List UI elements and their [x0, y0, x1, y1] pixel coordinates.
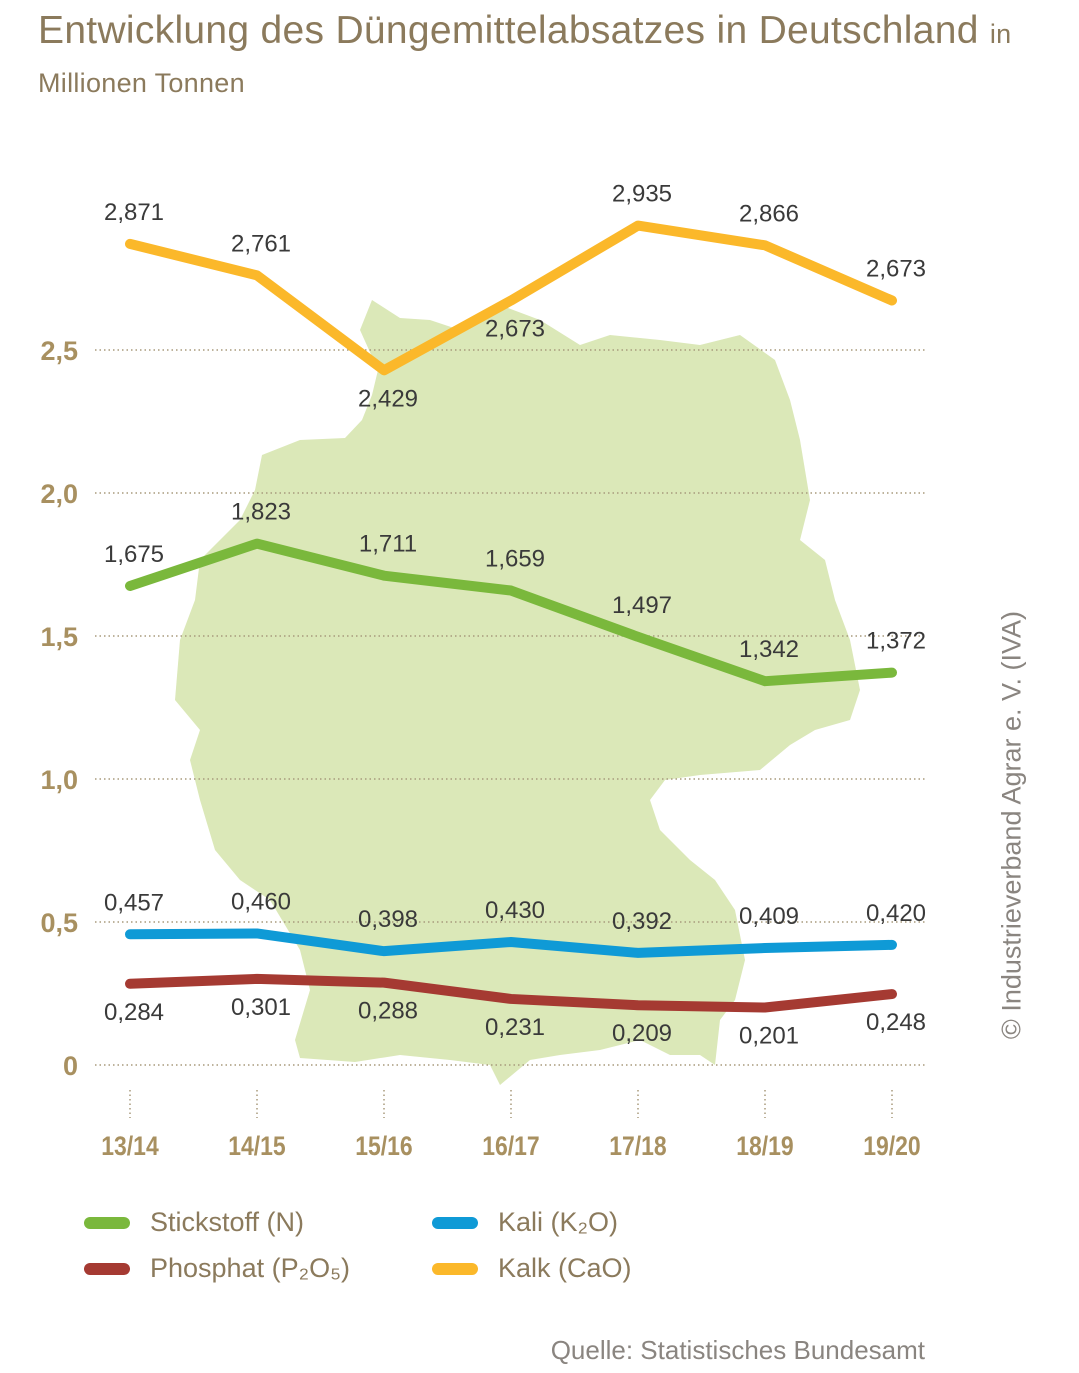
x-tick-label: 17/18	[609, 1131, 666, 1161]
data-label-kali: 0,409	[739, 903, 799, 930]
legend-swatch	[432, 1216, 478, 1229]
data-label-kali: 0,460	[231, 888, 291, 915]
legend-swatch	[84, 1262, 130, 1275]
data-label-phosphat: 0,231	[485, 1014, 545, 1041]
y-tick-label: 2,5	[40, 336, 78, 366]
data-label-stickstoff: 1,342	[739, 636, 799, 663]
legend-label: Phosphat (P₂O₅)	[150, 1253, 350, 1283]
x-tick-label: 14/15	[228, 1131, 285, 1161]
data-label-kalk: 2,673	[485, 316, 545, 343]
data-label-phosphat: 0,248	[866, 1009, 926, 1036]
data-label-kalk: 2,761	[231, 230, 291, 257]
series-line-stickstoff	[125, 538, 897, 687]
unit-text: in Millionen Tonnen	[38, 19, 1012, 98]
data-label-stickstoff: 1,659	[485, 546, 545, 573]
data-label-phosphat: 0,201	[739, 1023, 799, 1050]
x-tick-label: 15/16	[355, 1131, 412, 1161]
y-tick-label: 0	[63, 1051, 78, 1081]
legend-item-stickstoff: Stickstoff (N)	[84, 1207, 304, 1238]
y-tick-label: 2,0	[40, 479, 78, 509]
germany-map	[175, 300, 860, 1085]
data-label-kali: 0,457	[104, 889, 164, 916]
x-tick-label: 16/17	[482, 1131, 539, 1161]
legend-swatch	[84, 1216, 130, 1229]
data-label-stickstoff: 1,675	[104, 541, 164, 568]
legend-label: Stickstoff (N)	[150, 1207, 305, 1237]
data-label-phosphat: 0,209	[612, 1020, 672, 1047]
data-label-kalk: 2,935	[612, 181, 672, 208]
legend-item-kali: Kali (K₂O)	[432, 1207, 618, 1238]
y-tick-label: 0,5	[40, 908, 78, 938]
data-label-phosphat: 0,288	[358, 998, 418, 1025]
source-text: Quelle: Statistisches Bundesamt	[550, 1335, 925, 1365]
data-label-kali: 0,392	[612, 908, 672, 935]
data-label-phosphat: 0,284	[104, 999, 164, 1026]
copyright-text: © Industrieverband Agrar e. V. (IVA)	[996, 610, 1027, 1040]
data-label-kali: 0,398	[358, 906, 418, 933]
legend-label: Kali (K₂O)	[498, 1207, 618, 1237]
data-label-kali: 0,420	[866, 900, 926, 927]
data-label-stickstoff: 1,497	[612, 592, 672, 619]
data-label-kali: 0,430	[485, 897, 545, 924]
y-tick-label: 1,5	[40, 622, 78, 652]
data-label-phosphat: 0,301	[231, 994, 291, 1021]
data-label-kalk: 2,429	[358, 385, 418, 412]
legend-label: Kalk (CaO)	[498, 1253, 632, 1283]
x-tick-label: 19/20	[863, 1131, 920, 1161]
data-label-stickstoff: 1,711	[359, 531, 417, 558]
chart-title: Entwicklung des Düngemittelabsatzes in D…	[38, 8, 1079, 106]
data-label-stickstoff: 1,372	[866, 628, 926, 655]
data-label-kalk: 2,866	[739, 200, 799, 227]
legend-swatch	[432, 1262, 478, 1275]
title-text: Entwicklung des Düngemittelabsatzes in D…	[38, 9, 979, 52]
series-line-kali	[125, 928, 897, 958]
data-label-stickstoff: 1,823	[231, 499, 291, 526]
x-tick-label: 13/14	[101, 1131, 158, 1161]
data-label-kalk: 2,871	[104, 199, 164, 226]
series-line-kalk	[125, 220, 897, 376]
data-label-kalk: 2,673	[866, 256, 926, 283]
legend-item-kalk: Kalk (CaO)	[432, 1253, 632, 1284]
legend-item-phosphat: Phosphat (P₂O₅)	[84, 1253, 350, 1284]
y-tick-label: 1,0	[40, 765, 78, 795]
x-tick-label: 18/19	[736, 1131, 793, 1161]
series-line-phosphat	[125, 973, 897, 1013]
